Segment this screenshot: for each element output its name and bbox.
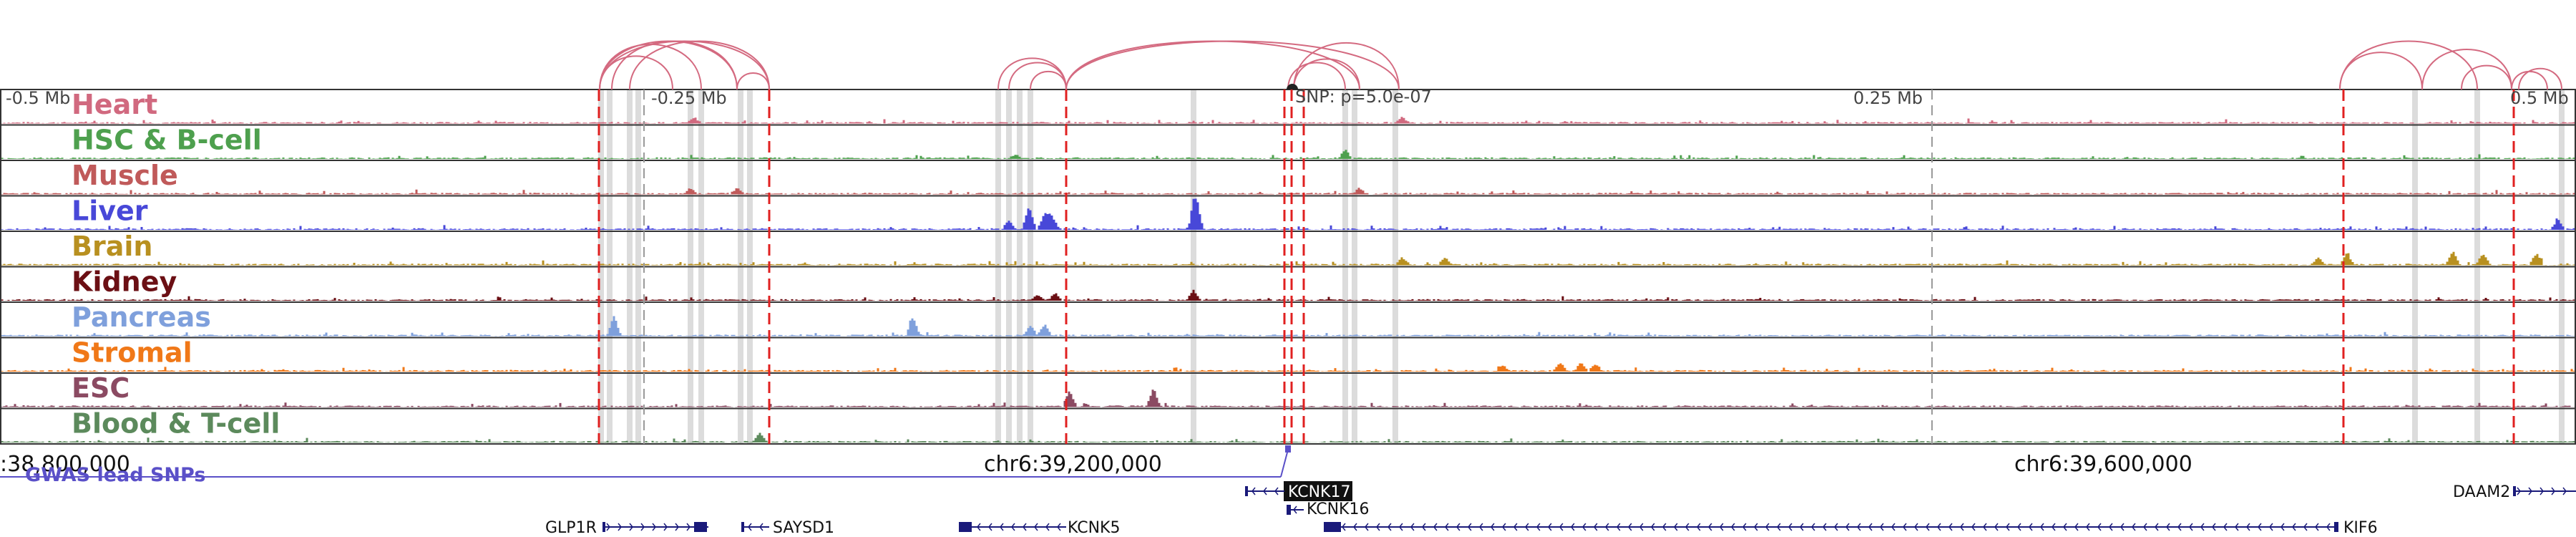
signal-tracks	[0, 89, 2576, 445]
signal	[0, 117, 2575, 124]
track-hsc-b-cell	[0, 124, 2576, 159]
interaction-arc	[1293, 58, 1360, 90]
gene-model	[741, 522, 769, 532]
gene-label-kcnk17: KCNK17	[1288, 483, 1350, 501]
signal	[0, 316, 2575, 337]
gene-label-kcnk5: KCNK5	[1068, 519, 1120, 537]
gene-label-kcnk16: KCNK16	[1307, 500, 1369, 518]
gwas-label: GWAS lead SNPs	[25, 464, 205, 486]
gwas-line	[1280, 449, 1289, 478]
signal	[0, 251, 2575, 266]
track-muscle	[0, 160, 2576, 195]
track-heart	[0, 89, 2576, 124]
gene-model	[1324, 522, 2338, 532]
scale-label-snp: SNP: p=5.0e-07	[1295, 87, 1432, 107]
gene-label-glp1r: GLP1R	[545, 519, 597, 537]
highlight-lines	[597, 90, 2515, 444]
scale-labels: -0.5 Mb -0.25 Mb SNP: p=5.0e-07 0.25 Mb …	[6, 87, 2569, 108]
interaction-arc	[629, 40, 770, 90]
coord-middle: chr6:39,200,000	[984, 452, 1162, 477]
track-brain	[0, 231, 2576, 266]
track-label: Liver	[72, 195, 148, 227]
interaction-arc	[1065, 40, 1360, 90]
track-liver	[0, 195, 2576, 230]
interaction-arc	[611, 40, 738, 90]
signal	[0, 363, 2575, 372]
scale-label-minus-half: -0.5 Mb	[6, 88, 70, 108]
track-label: Blood & T-cell	[72, 408, 280, 440]
track-labels: Heart HSC & B-cell Muscle Liver Brain KidneyP…	[72, 89, 280, 440]
gene-model	[2513, 486, 2576, 496]
track-pancreas	[0, 301, 2576, 337]
gene-label-saysd1: SAYSD1	[773, 519, 834, 537]
interaction-arc	[1008, 62, 1067, 90]
interaction-arc	[599, 40, 738, 90]
interaction-arc	[736, 72, 770, 90]
track-label: Brain	[72, 231, 152, 262]
interaction-arc	[2339, 52, 2423, 90]
scale-label-plus-quarter: 0.25 Mb	[1853, 88, 1923, 108]
coord-right: chr6:39,600,000	[2014, 452, 2192, 477]
interaction-arc	[599, 40, 770, 90]
interaction-arc	[2339, 40, 2478, 90]
signal	[0, 198, 2575, 230]
gene-label-kif6: KIF6	[2343, 519, 2378, 537]
scale-label-minus-quarter: -0.25 Mb	[651, 88, 727, 108]
track-blood-t-cell	[0, 407, 2576, 442]
track-label: ESC	[72, 372, 130, 404]
interaction-arc	[2461, 64, 2512, 90]
signal	[0, 432, 2575, 442]
signal	[0, 289, 2575, 301]
interaction-arc	[2518, 67, 2562, 90]
interaction-arc	[1287, 62, 1346, 90]
interaction-arc	[2511, 71, 2548, 90]
track-kidney	[0, 266, 2576, 301]
track-label: Pancreas	[72, 301, 211, 333]
track-label: Heart	[72, 89, 157, 120]
signal	[0, 188, 2575, 195]
track-stromal	[0, 337, 2576, 372]
gene-track: KCNK17 KCNK16 GLP1R SAYSD1 KCNK5 KIF6 DA…	[545, 481, 2576, 537]
track-label: Muscle	[72, 160, 178, 191]
interaction-arc	[1065, 40, 1400, 90]
gene-model	[1245, 486, 1284, 496]
signal	[0, 390, 2575, 407]
coord-left: :38,800,000	[0, 452, 130, 477]
interaction-arc	[2421, 49, 2512, 90]
scale-label-plus-half: 0.5 Mb	[2510, 88, 2569, 108]
coordinate-axis: :38,800,000 chr6:39,200,000 chr6:39,600,…	[0, 452, 2192, 477]
gwas-track: GWAS lead SNPs	[0, 445, 1291, 486]
gwas-snp-marker	[1285, 445, 1291, 453]
gene-label-daam2: DAAM2	[2453, 483, 2510, 501]
track-label: HSC & B-cell	[72, 125, 262, 156]
interaction-arc	[1293, 42, 1400, 90]
track-label: Kidney	[72, 266, 177, 298]
gene-highlight-box	[1284, 481, 1352, 501]
interaction-arc	[599, 43, 702, 90]
gene-model	[1287, 505, 1304, 515]
track-esc	[0, 372, 2576, 407]
interaction-arc	[1030, 71, 1067, 90]
gene-model	[602, 522, 708, 532]
snp-marker	[1287, 84, 1298, 90]
signal	[0, 150, 2575, 159]
gene-model	[959, 522, 1066, 532]
interaction-arcs	[599, 40, 2562, 90]
track-label: Stromal	[72, 337, 192, 369]
